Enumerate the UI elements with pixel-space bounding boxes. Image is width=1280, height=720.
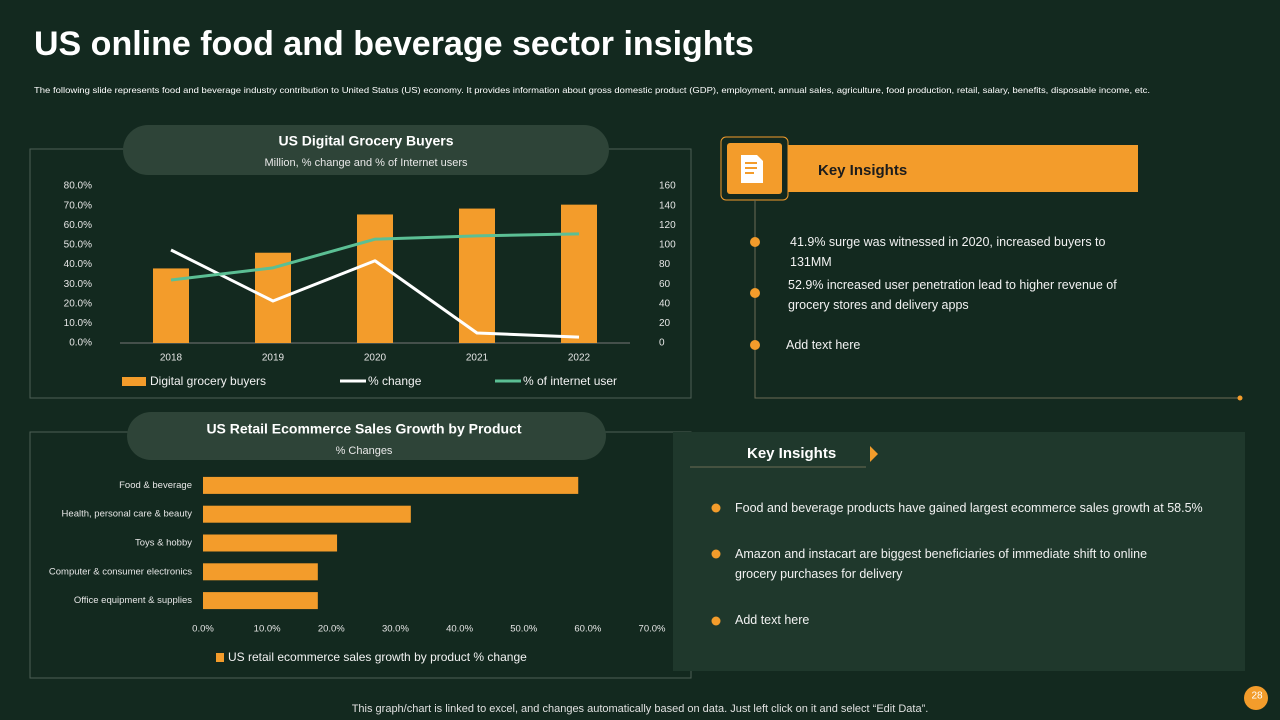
line-series (170, 232, 580, 282)
x-tick-label: 2022 (568, 353, 591, 364)
insight-text: Food and beverage products have gained l… (735, 501, 1203, 515)
chart-title: US Digital Grocery Buyers (278, 133, 453, 149)
bar (203, 534, 338, 552)
x-tick-label: 70.0% (639, 624, 666, 635)
heading-arrow (870, 446, 878, 462)
insight-text: 52.9% increased user penetration lead to… (788, 278, 1117, 312)
x-tick-label: 2020 (364, 353, 387, 364)
y-tick-label: Health, personal care & beauty (62, 509, 193, 520)
x-tick-label: 20.0% (318, 624, 345, 635)
y-tick-label: Food & beverage (119, 480, 192, 491)
slide-subtitle: The following slide represents food and … (34, 86, 1150, 95)
y-tick-label: 10.0% (64, 318, 92, 329)
x-tick-label: 2021 (466, 353, 489, 364)
page-number: 28 (1251, 691, 1263, 702)
slide-title: US online food and beverage sector insig… (34, 25, 754, 63)
x-tick-label: 2019 (262, 353, 285, 364)
y2-tick-label: 0 (659, 338, 665, 349)
chart-frame (29, 431, 692, 679)
legend-label: % change (368, 374, 422, 388)
bar (561, 204, 597, 343)
insight-text: Add text here (786, 338, 861, 352)
bullet (711, 503, 721, 513)
chart-subtitle: Million, % change and % of Internet user… (264, 157, 468, 169)
legend-swatch (122, 377, 146, 386)
x-tick-label: 2018 (160, 353, 183, 364)
bullet (711, 549, 721, 559)
y2-tick-label: 140 (659, 200, 676, 211)
x-tick-label: 50.0% (510, 624, 537, 635)
y2-tick-label: 100 (659, 240, 676, 251)
bullet (750, 288, 760, 298)
y-tick-label: 80.0% (64, 181, 92, 192)
footer-note: This graph/chart is linked to excel, and… (352, 703, 929, 715)
chart-subtitle: % Changes (336, 445, 393, 457)
y2-tick-label: 40 (659, 298, 671, 309)
insight-banner (788, 145, 1138, 192)
y-tick-label: 40.0% (64, 259, 92, 270)
legend-label: % of internet user (523, 374, 617, 388)
y-tick-label: Office equipment & supplies (74, 595, 192, 606)
x-tick-label: 60.0% (574, 624, 601, 635)
chart-header (123, 125, 609, 175)
bar (203, 476, 579, 494)
legend-swatch (216, 653, 224, 662)
legend-label: Digital grocery buyers (150, 374, 266, 388)
y2-tick-label: 60 (659, 279, 671, 290)
insight-text: Add text here (735, 613, 810, 627)
chart-title: US Retail Ecommerce Sales Growth by Prod… (206, 421, 521, 437)
bar (357, 214, 393, 343)
y-tick-label: Computer & consumer electronics (49, 566, 192, 577)
y-tick-label: 20.0% (64, 298, 92, 309)
bar (255, 252, 291, 343)
bar (459, 208, 495, 343)
y-tick-label: Toys & hobby (135, 538, 192, 549)
y-tick-label: 50.0% (64, 240, 92, 251)
legend-label: US retail ecommerce sales growth by prod… (228, 650, 527, 664)
bar (203, 592, 318, 610)
insight-heading: Key Insights (818, 162, 907, 179)
insight-text: 41.9% surge was witnessed in 2020, incre… (790, 235, 1106, 269)
y-tick-label: 0.0% (69, 338, 92, 349)
y2-tick-label: 80 (659, 259, 671, 270)
document-icon-lines (745, 162, 757, 174)
bar (203, 505, 411, 523)
insight-heading: Key Insights (747, 445, 836, 462)
x-tick-label: 30.0% (382, 624, 409, 635)
bar (203, 563, 318, 581)
x-tick-label: 40.0% (446, 624, 473, 635)
y-tick-label: 30.0% (64, 279, 92, 290)
y2-tick-label: 20 (659, 318, 671, 329)
y2-tick-label: 120 (659, 220, 676, 231)
connector (754, 200, 1240, 399)
x-tick-label: 10.0% (254, 624, 281, 635)
bar (153, 268, 189, 343)
bullet (750, 237, 760, 247)
connector-dot (1237, 395, 1243, 401)
line-series (170, 248, 580, 339)
y2-tick-label: 160 (659, 181, 676, 192)
bullet (750, 340, 760, 350)
y-tick-label: 70.0% (64, 200, 92, 211)
insight-text: Amazon and instacart are biggest benefic… (735, 547, 1148, 581)
chart-header (127, 412, 606, 460)
y-tick-label: 60.0% (64, 220, 92, 231)
bullet (711, 616, 721, 626)
page-badge (1244, 686, 1268, 710)
insight-panel (673, 432, 1245, 671)
x-tick-label: 0.0% (192, 624, 214, 635)
